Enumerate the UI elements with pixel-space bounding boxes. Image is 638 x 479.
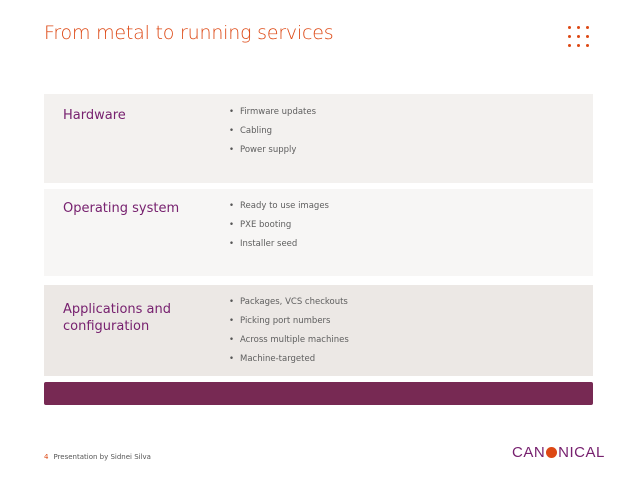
section-label-hardware: Hardware: [63, 108, 126, 123]
bullet-text: Packages, VCS checkouts: [240, 297, 348, 307]
circle-of-friends-icon: [546, 447, 558, 458]
section-label-operating-system: Operating system: [63, 201, 180, 216]
dot: [586, 35, 589, 38]
bullet-item: • Picking port numbers: [229, 315, 349, 334]
dot: [577, 44, 580, 47]
aubergine-bar: [44, 382, 593, 405]
dots-grid-icon: [568, 26, 592, 50]
bullet-icon: •: [229, 220, 235, 230]
bullet-text: Picking port numbers: [240, 316, 331, 326]
bullet-item: • PXE booting: [229, 219, 329, 238]
footer-text: Presentation by Sidnei Silva: [53, 453, 151, 461]
dot: [586, 44, 589, 47]
bullet-icon: •: [229, 335, 235, 345]
bullet-icon: •: [229, 316, 235, 326]
bullet-list-applications: • Packages, VCS checkouts • Picking port n…: [229, 296, 349, 372]
slide-title: From metal to running services: [44, 22, 334, 44]
dot: [568, 44, 571, 47]
page-number: 4: [44, 453, 49, 461]
bullet-text: Cabling: [240, 126, 273, 136]
canonical-logo: CAN NICAL: [512, 444, 605, 461]
bullet-item: • Across multiple machines: [229, 334, 349, 353]
dot: [568, 35, 571, 38]
dot: [568, 26, 571, 29]
logo-text-left: CAN: [512, 444, 546, 461]
bullet-item: • Cabling: [229, 125, 316, 144]
bullet-icon: •: [229, 354, 235, 364]
section-applications: Applications and configuration • Packages…: [44, 285, 593, 376]
bullet-text: PXE booting: [240, 220, 292, 230]
bullet-list-operating-system: • Ready to use images • PXE booting • Insta…: [229, 200, 329, 257]
bullet-item: • Firmware updates: [229, 106, 316, 125]
bullet-item: • Ready to use images: [229, 200, 329, 219]
bullet-item: • Machine-targeted: [229, 353, 349, 372]
bullet-text: Machine-targeted: [240, 354, 316, 364]
bullet-icon: •: [229, 107, 235, 117]
bullet-item: • Power supply: [229, 144, 316, 163]
bullet-list-hardware: • Firmware updates • Cabling • Power supply: [229, 106, 316, 163]
bullet-text: Installer seed: [240, 239, 298, 249]
section-operating-system: Operating system • Ready to use images • P…: [44, 189, 593, 276]
bullet-text: Across multiple machines: [240, 335, 349, 345]
dot: [586, 26, 589, 29]
bullet-item: • Installer seed: [229, 238, 329, 257]
dot: [577, 26, 580, 29]
bullet-text: Firmware updates: [240, 107, 317, 117]
footer: 4 Presentation by Sidnei Silva: [44, 453, 151, 461]
bullet-icon: •: [229, 126, 235, 136]
dot: [577, 35, 580, 38]
bullet-icon: •: [229, 297, 235, 307]
bullet-icon: •: [229, 239, 235, 249]
bullet-icon: •: [229, 201, 235, 211]
bullet-icon: •: [229, 145, 235, 155]
bullet-text: Power supply: [240, 145, 297, 155]
section-hardware: Hardware • Firmware updates • Cabling • Pow…: [44, 94, 593, 183]
section-label-applications: Applications and configuration: [63, 302, 171, 334]
bullet-text: Ready to use images: [240, 201, 329, 211]
bullet-item: • Packages, VCS checkouts: [229, 296, 349, 315]
logo-text-right: NICAL: [558, 444, 605, 461]
